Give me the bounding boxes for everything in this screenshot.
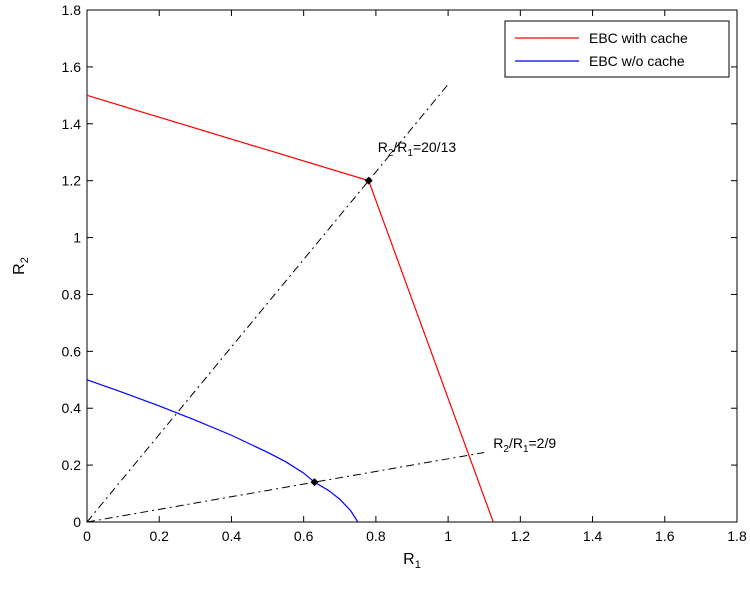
ratio-annotation: R2/R1=20/13 xyxy=(378,139,457,159)
y-tick-label: 1 xyxy=(73,230,81,246)
y-tick-label: 0.2 xyxy=(62,457,82,473)
axis-label-sub: 1 xyxy=(415,559,421,571)
y-tick-label: 0.6 xyxy=(62,343,82,359)
legend-label: EBC w/o cache xyxy=(589,53,685,69)
annotation-part: =20/13 xyxy=(413,139,456,155)
legend-box xyxy=(504,20,730,78)
reference-line xyxy=(86,84,449,523)
axis-label-main: R xyxy=(403,551,415,568)
annotation-part: /R xyxy=(393,139,407,155)
y-tick-label: 0.8 xyxy=(62,286,82,302)
ratio-annotation: R2/R1=2/9 xyxy=(493,435,556,455)
legend: EBC with cache EBC w/o cache xyxy=(504,20,730,78)
annotation-part: R xyxy=(493,435,503,451)
x-tick-label: 0.4 xyxy=(222,528,242,544)
annotation-part: /R xyxy=(509,435,523,451)
x-tick-label: 1.6 xyxy=(655,528,675,544)
plot-area xyxy=(86,9,738,523)
axis-label-sub: 2 xyxy=(19,257,31,263)
legend-label: EBC with cache xyxy=(589,30,688,46)
y-axis-label: R2 xyxy=(11,257,31,275)
series-line xyxy=(86,379,359,523)
x-tick-label: 0.8 xyxy=(366,528,386,544)
y-tick-label: 1.2 xyxy=(62,173,82,189)
y-tick-label: 1.8 xyxy=(62,2,82,18)
annotation-part: 2 xyxy=(503,444,509,455)
x-tick-label: 0.2 xyxy=(149,528,169,544)
axis-label-main: R xyxy=(11,263,28,275)
y-tick-label: 0 xyxy=(73,514,81,530)
intersection-marker xyxy=(364,176,373,185)
x-tick-label: 1 xyxy=(444,528,452,544)
reference-lines xyxy=(86,84,485,523)
annotation-part: =2/9 xyxy=(529,435,557,451)
axis-ticks: 0 0.2 0.4 0.6 0.8 1 1.2 1.4 1.6 1.8 0 0.2 0.4 0.6 0.8 1… xyxy=(62,2,747,544)
x-tick-label: 1.4 xyxy=(583,528,603,544)
x-tick-label: 0.6 xyxy=(294,528,314,544)
x-tick-label: 0 xyxy=(83,528,91,544)
annotation-part: R xyxy=(378,139,388,155)
reference-line xyxy=(86,451,485,523)
x-tick-label: 1.8 xyxy=(727,528,747,544)
annotation-part: 2 xyxy=(388,148,394,159)
y-tick-label: 0.4 xyxy=(62,400,82,416)
x-axis-label: R1 xyxy=(403,551,421,571)
x-tick-label: 1.2 xyxy=(511,528,531,544)
y-tick-label: 1.4 xyxy=(62,116,82,132)
annotation-part: 1 xyxy=(407,148,413,159)
y-tick-label: 1.6 xyxy=(62,59,82,75)
point-markers xyxy=(310,176,373,487)
intersection-marker xyxy=(310,478,319,487)
annotation-part: 1 xyxy=(523,444,529,455)
